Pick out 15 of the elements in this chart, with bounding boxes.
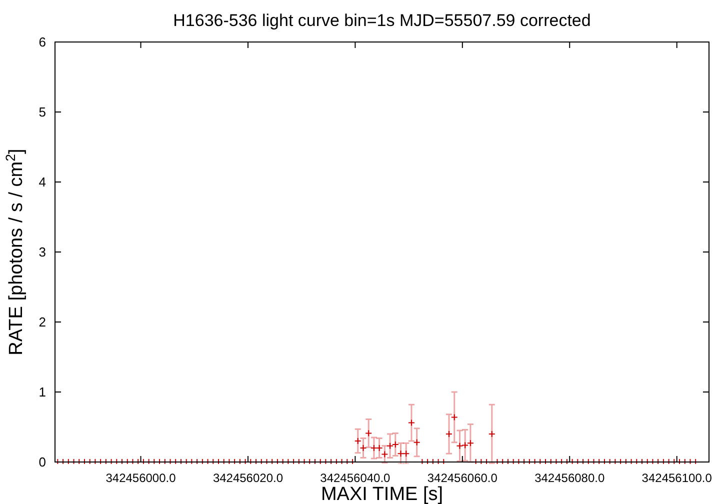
y-tick-label: 3 [38, 244, 46, 260]
y-tick-label: 2 [38, 314, 46, 330]
x-tick-label: 342456080.0 [534, 471, 605, 485]
y-tick-label: 1 [38, 384, 46, 400]
y-tick-label: 0 [38, 454, 46, 470]
chart-title: H1636-536 light curve bin=1s MJD=55507.59 corrected [173, 11, 591, 30]
y-tick-label: 6 [38, 34, 46, 50]
y-tick-label: 5 [38, 104, 46, 120]
x-tick-label: 342456040.0 [320, 471, 391, 485]
x-tick-label: 342456060.0 [427, 471, 498, 485]
x-tick-label: 342456020.0 [212, 471, 284, 485]
y-tick-label: 4 [38, 174, 46, 190]
x-tick-label: 342456000.0 [106, 471, 176, 485]
x-tick-label: 342456100.0 [642, 471, 712, 485]
x-axis-title: MAXI TIME [s] [320, 484, 444, 504]
